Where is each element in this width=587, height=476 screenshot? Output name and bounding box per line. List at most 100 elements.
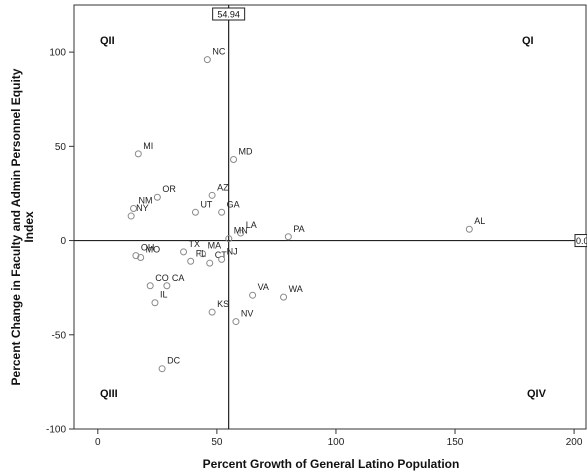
quadrant-label-q4: QIV bbox=[527, 388, 547, 400]
point-marker bbox=[249, 291, 257, 299]
data-point-co: CO bbox=[146, 273, 169, 290]
point-marker bbox=[232, 318, 240, 326]
point-marker bbox=[284, 233, 292, 241]
point-marker bbox=[191, 208, 199, 216]
data-point-va: VA bbox=[249, 282, 269, 299]
y-axis-title: Percent Change in Faculty and Admin Pers… bbox=[9, 68, 23, 385]
point-label: KS bbox=[217, 299, 229, 309]
data-point-wa: WA bbox=[280, 284, 303, 301]
data-point-la: LA bbox=[237, 220, 257, 237]
point-label: NC bbox=[212, 47, 225, 57]
point-label: MO bbox=[146, 245, 161, 255]
data-point-nv: NV bbox=[232, 309, 254, 326]
point-label: NJ bbox=[227, 246, 238, 256]
data-point-ks: KS bbox=[208, 299, 229, 316]
data-point-fl: FL bbox=[187, 248, 207, 265]
point-label: CO bbox=[155, 273, 169, 283]
point-label: IL bbox=[160, 290, 168, 300]
y-axis-title-group: Percent Change in Faculty and Admin Pers… bbox=[9, 68, 36, 385]
point-marker bbox=[127, 212, 135, 220]
data-point-ca: CA bbox=[163, 273, 185, 290]
data-point-ut: UT bbox=[191, 199, 213, 216]
x-tick-label: 150 bbox=[447, 437, 464, 448]
point-marker bbox=[158, 365, 166, 373]
point-label: TX bbox=[189, 239, 201, 249]
x-axis: 0 50 100 150 200 bbox=[95, 429, 583, 448]
y-axis: -100 -50 0 50 100 bbox=[46, 48, 74, 436]
data-point-ga: GA bbox=[218, 199, 240, 216]
point-marker bbox=[163, 282, 171, 290]
point-marker bbox=[230, 156, 238, 164]
point-marker bbox=[237, 229, 245, 237]
plot-area bbox=[73, 4, 587, 430]
data-point-dc: DC bbox=[158, 356, 181, 373]
point-label: GA bbox=[227, 199, 240, 209]
data-point-mn: MN bbox=[225, 226, 248, 243]
point-marker bbox=[137, 254, 145, 262]
point-marker bbox=[208, 191, 216, 199]
point-marker bbox=[134, 150, 142, 158]
data-point-nc: NC bbox=[203, 47, 226, 64]
data-point-tx: TX bbox=[180, 239, 201, 256]
data-point-mi: MI bbox=[134, 141, 153, 158]
quadrant-labels: QII QI QIII QIV bbox=[100, 35, 547, 400]
point-label: WA bbox=[289, 284, 303, 294]
point-label: MA bbox=[208, 241, 222, 251]
data-point-mo: MO bbox=[137, 245, 161, 262]
x-axis-title: Percent Growth of General Latino Populat… bbox=[203, 457, 460, 471]
point-marker bbox=[225, 235, 233, 243]
point-marker bbox=[130, 205, 138, 213]
point-marker bbox=[203, 56, 211, 64]
point-marker bbox=[180, 248, 188, 256]
data-point-ct: CT bbox=[206, 250, 227, 267]
point-marker bbox=[187, 257, 195, 265]
point-label: CA bbox=[172, 273, 185, 283]
data-point-or: OR bbox=[153, 184, 176, 201]
data-point-ma: MA bbox=[199, 241, 222, 258]
point-label: AL bbox=[474, 216, 485, 226]
x-tick-label: 200 bbox=[566, 437, 583, 448]
x-tick-label: 0 bbox=[95, 437, 101, 448]
point-label: OR bbox=[162, 184, 176, 194]
data-point-az: AZ bbox=[208, 182, 229, 199]
reference-label-horizontal: 0.0 bbox=[576, 236, 587, 246]
point-marker bbox=[280, 293, 288, 301]
point-marker bbox=[132, 252, 140, 260]
point-label: LA bbox=[246, 220, 257, 230]
data-point-al: AL bbox=[465, 216, 485, 233]
point-label: DC bbox=[167, 356, 180, 366]
point-marker bbox=[199, 250, 207, 258]
x-tick-label: 50 bbox=[211, 437, 223, 448]
y-tick-label: -100 bbox=[46, 425, 66, 436]
data-point-il: IL bbox=[151, 290, 168, 307]
point-marker bbox=[153, 193, 161, 201]
y-tick-label: -50 bbox=[52, 330, 67, 341]
point-label: FL bbox=[196, 248, 207, 258]
data-point-nj: NJ bbox=[218, 246, 238, 263]
point-marker bbox=[151, 299, 159, 307]
point-marker bbox=[206, 259, 214, 267]
point-marker bbox=[208, 308, 216, 316]
point-marker bbox=[218, 255, 226, 263]
quadrant-label-q3: QIII bbox=[100, 388, 118, 400]
y-tick-label: 0 bbox=[60, 236, 66, 247]
point-label: MD bbox=[239, 147, 253, 157]
point-marker bbox=[465, 225, 473, 233]
point-label: AZ bbox=[217, 182, 229, 192]
x-tick-label: 100 bbox=[328, 437, 345, 448]
y-tick-label: 50 bbox=[55, 142, 67, 153]
point-label: MI bbox=[143, 141, 153, 151]
reference-label-box-horizontal bbox=[574, 234, 587, 248]
data-point-pa: PA bbox=[284, 224, 305, 241]
data-point-oh: OH bbox=[132, 243, 154, 260]
point-label: NV bbox=[241, 309, 254, 319]
y-axis-title-line2: Index bbox=[22, 211, 36, 243]
point-marker bbox=[146, 282, 154, 290]
point-label: VA bbox=[258, 282, 269, 292]
data-point-nm: NM bbox=[130, 196, 153, 213]
point-label: MN bbox=[234, 226, 248, 236]
data-point-md: MD bbox=[230, 147, 253, 164]
point-label: UT bbox=[200, 199, 212, 209]
